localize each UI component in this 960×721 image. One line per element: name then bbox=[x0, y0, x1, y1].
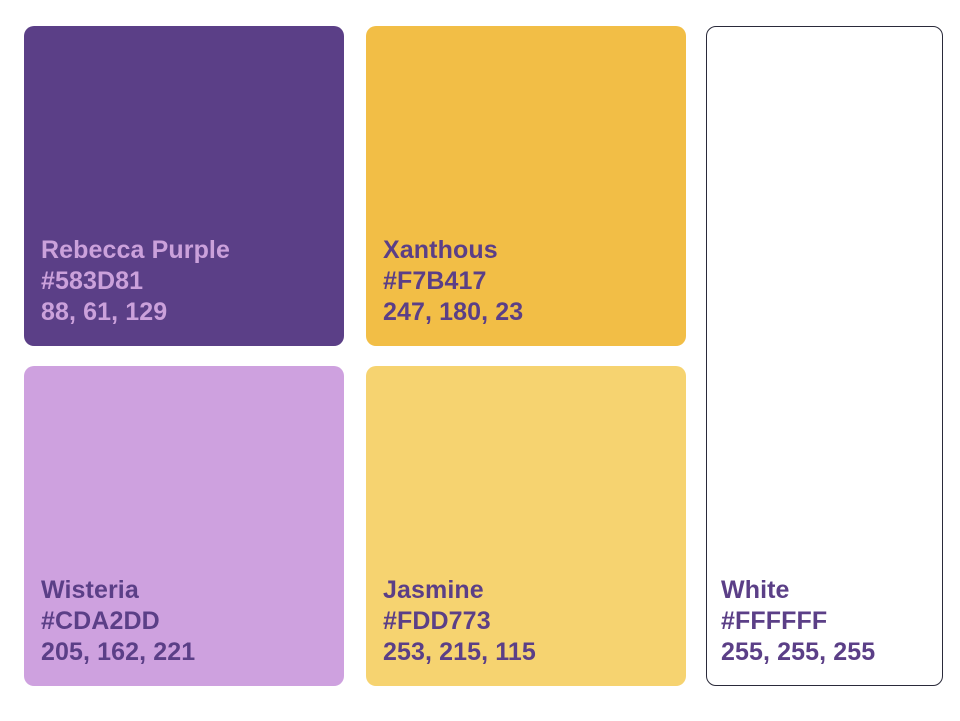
color-rgb: 88, 61, 129 bbox=[41, 298, 168, 326]
swatch-label: Jasmine #FDD773 253, 215, 115 bbox=[383, 575, 536, 668]
swatch-wisteria: Wisteria #CDA2DD 205, 162, 221 bbox=[24, 366, 344, 686]
color-name: White bbox=[721, 576, 790, 604]
swatch-label: White #FFFFFF 255, 255, 255 bbox=[721, 575, 875, 668]
swatch-rebecca-purple: Rebecca Purple #583D81 88, 61, 129 bbox=[24, 26, 344, 346]
color-rgb: 247, 180, 23 bbox=[383, 298, 524, 326]
color-rgb: 255, 255, 255 bbox=[721, 638, 876, 666]
color-name: Rebecca Purple bbox=[41, 236, 230, 264]
color-name: Jasmine bbox=[383, 576, 484, 604]
swatch-label: Wisteria #CDA2DD 205, 162, 221 bbox=[41, 575, 195, 668]
color-hex: #FDD773 bbox=[383, 607, 491, 635]
color-hex: #F7B417 bbox=[383, 267, 487, 295]
color-name: Wisteria bbox=[41, 576, 139, 604]
color-name: Xanthous bbox=[383, 236, 498, 264]
swatch-jasmine: Jasmine #FDD773 253, 215, 115 bbox=[366, 366, 686, 686]
color-hex: #CDA2DD bbox=[41, 607, 160, 635]
color-rgb: 205, 162, 221 bbox=[41, 638, 196, 666]
swatch-label: Rebecca Purple #583D81 88, 61, 129 bbox=[41, 235, 230, 328]
swatch-label: Xanthous #F7B417 247, 180, 23 bbox=[383, 235, 523, 328]
color-rgb: 253, 215, 115 bbox=[383, 638, 536, 666]
color-hex: #FFFFFF bbox=[721, 607, 828, 635]
swatch-xanthous: Xanthous #F7B417 247, 180, 23 bbox=[366, 26, 686, 346]
swatch-white: White #FFFFFF 255, 255, 255 bbox=[706, 26, 943, 686]
color-hex: #583D81 bbox=[41, 267, 144, 295]
